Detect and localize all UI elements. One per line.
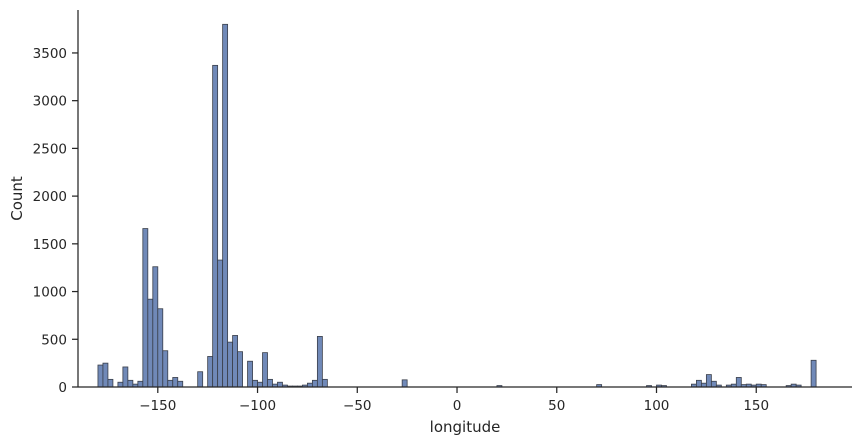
x-tick-label: 50 [548, 398, 565, 414]
histogram-bar [810, 359, 817, 388]
histogram-bar [267, 378, 273, 388]
histogram-bar [207, 356, 214, 388]
bars-layer [97, 23, 817, 388]
histogram-bar [401, 379, 408, 388]
histogram-bar [277, 381, 283, 388]
x-tick-label: −100 [239, 398, 276, 414]
histogram-bar [217, 259, 224, 388]
x-tick-label: 0 [453, 398, 462, 414]
x-tick-label: 150 [743, 398, 769, 414]
histogram-bar [237, 351, 243, 388]
x-tick-label: −150 [139, 398, 176, 414]
x-axis-label: longitude [430, 418, 501, 436]
y-axis-label: Count [8, 176, 26, 221]
histogram-bar [157, 308, 164, 388]
histogram-bar [710, 380, 717, 388]
y-tick-label: 500 [41, 332, 67, 348]
histogram-bar [147, 298, 154, 388]
histogram-bar [262, 352, 268, 388]
y-tick-label: 2500 [33, 141, 67, 157]
x-tick-label: 100 [644, 398, 670, 414]
y-tick-label: 2000 [33, 189, 67, 205]
y-tick-label: 3500 [33, 46, 67, 62]
histogram-bar [137, 380, 144, 388]
histogram-bar [177, 380, 184, 388]
histogram-bar [142, 228, 149, 388]
histogram-bar [252, 379, 258, 388]
y-axis-ticks: 0 500 1000 1500 2000 2500 3000 3500 [33, 46, 78, 396]
histogram-bar [735, 377, 742, 388]
histogram-bar [232, 335, 238, 388]
histogram-bar [705, 374, 712, 388]
histogram-bar [227, 341, 234, 388]
histogram-bar [107, 378, 114, 388]
histogram-bar [172, 377, 179, 388]
histogram-bar [311, 379, 318, 388]
histogram-bar [127, 379, 134, 388]
y-tick-label: 0 [58, 380, 67, 396]
histogram-bar [247, 360, 253, 388]
histogram-bar [117, 381, 124, 388]
y-tick-label: 3000 [33, 94, 67, 110]
histogram-bar [212, 64, 219, 388]
y-tick-label: 1500 [33, 237, 67, 253]
histogram-bar [122, 366, 129, 388]
histogram-bar [97, 364, 104, 388]
histogram-bar [696, 379, 702, 388]
y-tick-label: 1000 [33, 285, 67, 301]
histogram-bar [167, 379, 174, 388]
histogram-bar [162, 350, 169, 388]
histogram-bar [321, 378, 328, 388]
x-tick-label: −50 [343, 398, 372, 414]
histogram-bar [257, 381, 263, 388]
histogram-bar [222, 23, 229, 388]
histogram-bar [316, 336, 323, 388]
histogram-bar [197, 371, 204, 388]
histogram-bar [102, 362, 109, 388]
histogram-bar [152, 266, 159, 388]
x-axis-ticks: −150 −100 −50 0 50 100 150 [139, 387, 769, 414]
